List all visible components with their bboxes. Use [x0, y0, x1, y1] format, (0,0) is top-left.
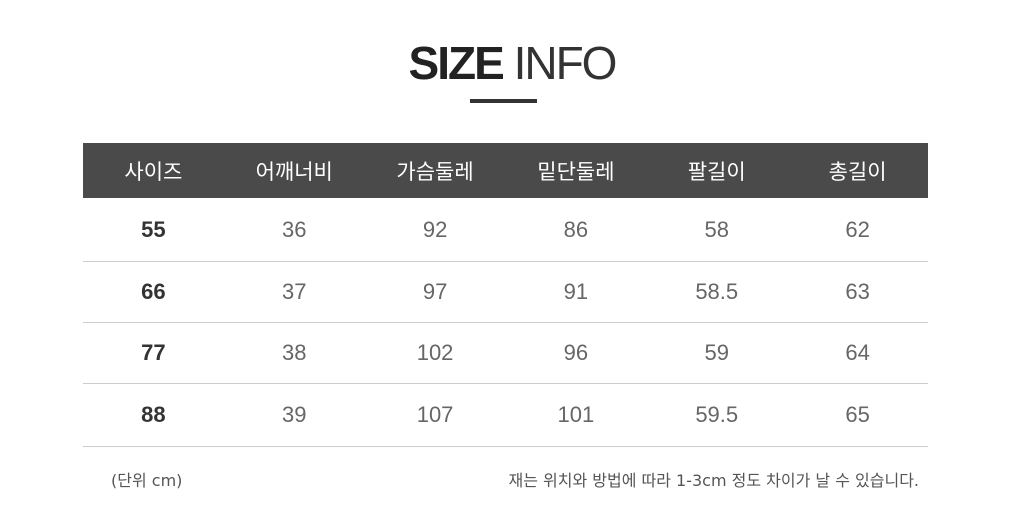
title-light: INFO [513, 37, 618, 89]
table-row: 88 39 107 101 59.5 65 [83, 383, 928, 447]
measurement-cell: 96 [505, 322, 647, 384]
header-hem: 밑단둘레 [505, 143, 647, 198]
header-chest: 가슴둘레 [364, 143, 506, 198]
measurement-cell: 39 [223, 383, 365, 447]
measurement-cell: 102 [364, 322, 506, 384]
measurement-cell: 92 [364, 198, 506, 262]
size-cell: 88 [83, 383, 224, 447]
measurement-cell: 38 [223, 322, 365, 384]
title-underline [470, 99, 537, 103]
measurement-cell: 101 [505, 383, 647, 447]
measurement-cell: 65 [787, 383, 928, 447]
measurement-cell: 58 [646, 198, 788, 262]
page-title: SIZE INFO [0, 36, 1024, 90]
header-length: 총길이 [787, 143, 928, 198]
measurement-cell: 64 [787, 322, 928, 384]
header-sleeve: 팔길이 [646, 143, 788, 198]
measurement-cell: 59.5 [646, 383, 788, 447]
measurement-cell: 62 [787, 198, 928, 262]
title-bold: SIZE [408, 37, 505, 89]
table-row: 77 38 102 96 59 64 [83, 322, 928, 384]
size-cell: 77 [83, 322, 224, 384]
measurement-cell: 63 [787, 261, 928, 323]
table-row: 66 37 97 91 58.5 63 [83, 261, 928, 323]
measurement-cell: 97 [364, 261, 506, 323]
size-cell: 66 [83, 261, 224, 323]
measurement-cell: 58.5 [646, 261, 788, 323]
table-row: 55 36 92 86 58 62 [83, 198, 928, 262]
unit-label: (단위 cm) [111, 471, 183, 490]
header-size: 사이즈 [83, 143, 224, 198]
measurement-note: 재는 위치와 방법에 따라 1-3cm 정도 차이가 날 수 있습니다. [508, 471, 920, 490]
measurement-cell: 59 [646, 322, 788, 384]
measurement-cell: 86 [505, 198, 647, 262]
size-table: 사이즈 어깨너비 가슴둘레 밑단둘레 팔길이 총길이 55 36 92 86 58 62 6… [83, 143, 928, 447]
size-cell: 55 [83, 198, 224, 262]
measurement-cell: 36 [223, 198, 365, 262]
measurement-cell: 37 [223, 261, 365, 323]
table-header-row: 사이즈 어깨너비 가슴둘레 밑단둘레 팔길이 총길이 [83, 143, 928, 198]
measurement-cell: 91 [505, 261, 647, 323]
measurement-cell: 107 [364, 383, 506, 447]
header-shoulder: 어깨너비 [223, 143, 365, 198]
